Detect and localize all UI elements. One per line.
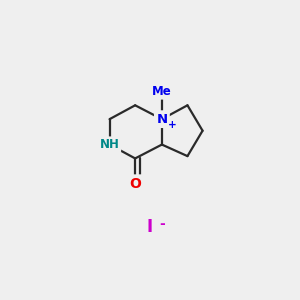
Text: I: I [146, 218, 152, 236]
Text: Me: Me [152, 85, 172, 98]
Text: O: O [129, 177, 141, 191]
Text: +: + [168, 120, 177, 130]
Text: N: N [156, 113, 167, 126]
Text: -: - [159, 217, 165, 231]
Text: NH: NH [100, 138, 119, 151]
